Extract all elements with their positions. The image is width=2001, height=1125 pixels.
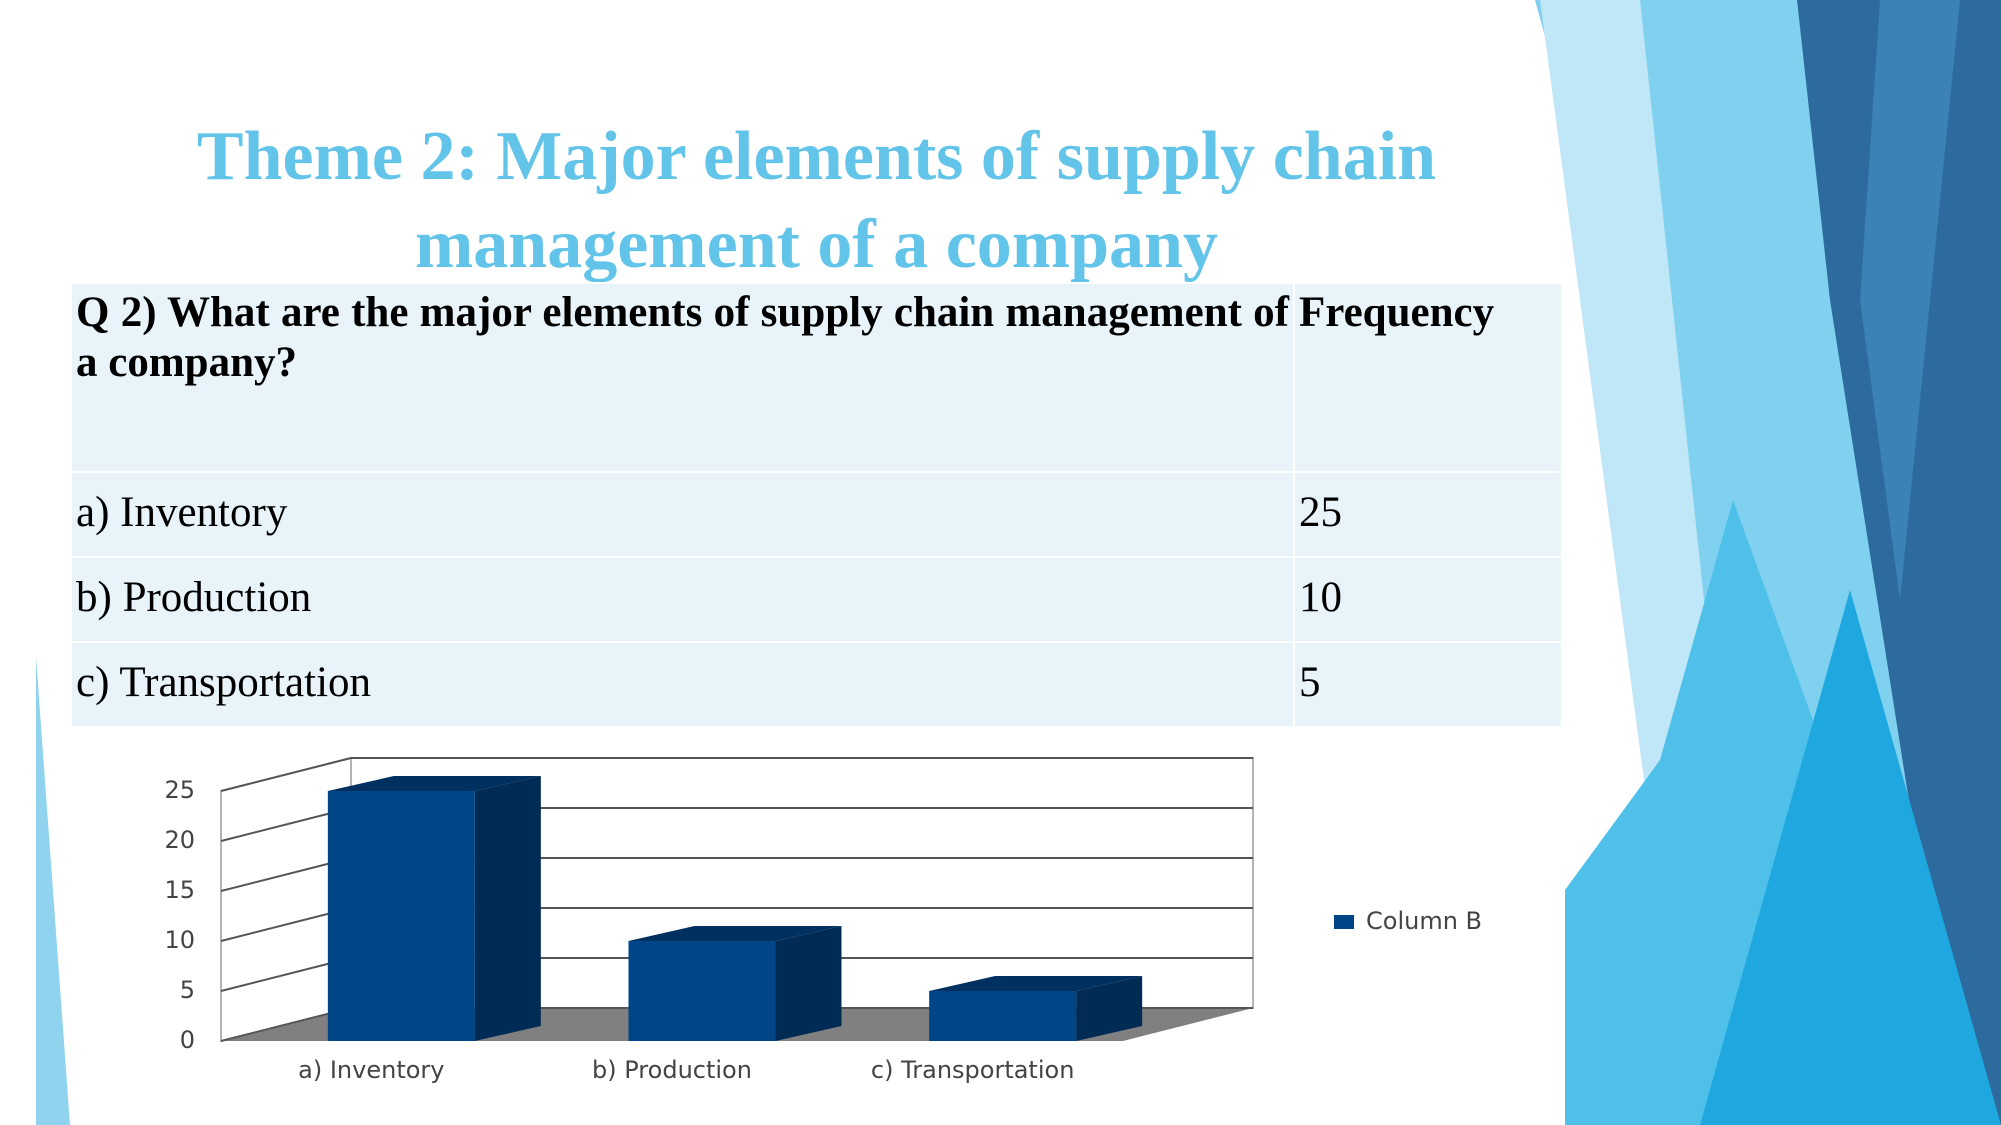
y-tick-label: 5 [180,976,195,1004]
y-tick-label: 25 [164,776,195,804]
cell: 25 [1293,471,1563,558]
deco-shape [1700,590,2001,1125]
bar-top [327,776,541,791]
cell: a) Inventory [70,471,1295,558]
legend-label: Column B [1366,907,1482,935]
grid-line [220,757,352,792]
table-row: c) Transportation 5 [70,641,1563,728]
deco-shape [36,657,70,1125]
table-header: Q 2) What are the major elements of supp… [70,282,1563,473]
cell: 5 [1293,641,1563,728]
header-cell: Q 2) What are the major elements of supp… [70,282,1295,473]
bar-side [775,926,842,1041]
y-tick-label: 0 [180,1026,195,1054]
legend-swatch [1334,915,1354,929]
cell: b) Production [70,556,1295,643]
x-tick-label: b) Production [592,1056,752,1084]
x-tick-label: c) Transportation [871,1056,1074,1084]
bar-top [628,926,842,941]
bar-top [929,976,1143,991]
x-tick-label: a) Inventory [298,1056,444,1084]
slide-title: Theme 2: Major elements of supply chain … [196,118,1437,283]
y-tick-label: 10 [164,926,195,954]
bar [327,791,475,1041]
table-row: a) Inventory 25 [70,471,1563,558]
bar [929,991,1077,1041]
cell: c) Transportation [70,641,1295,728]
deco-shape [1860,0,1960,600]
header-cell: Frequency [1293,282,1563,473]
bar-side [474,776,541,1041]
table-row: b) Production 10 [70,556,1563,643]
y-tick-label: 20 [164,826,195,854]
bar-side [1076,976,1143,1041]
bar [628,941,776,1041]
data-table: Q 2) What are the major elements of supp… [70,282,1563,728]
cell: 10 [1293,556,1563,643]
y-tick-label: 15 [164,876,195,904]
